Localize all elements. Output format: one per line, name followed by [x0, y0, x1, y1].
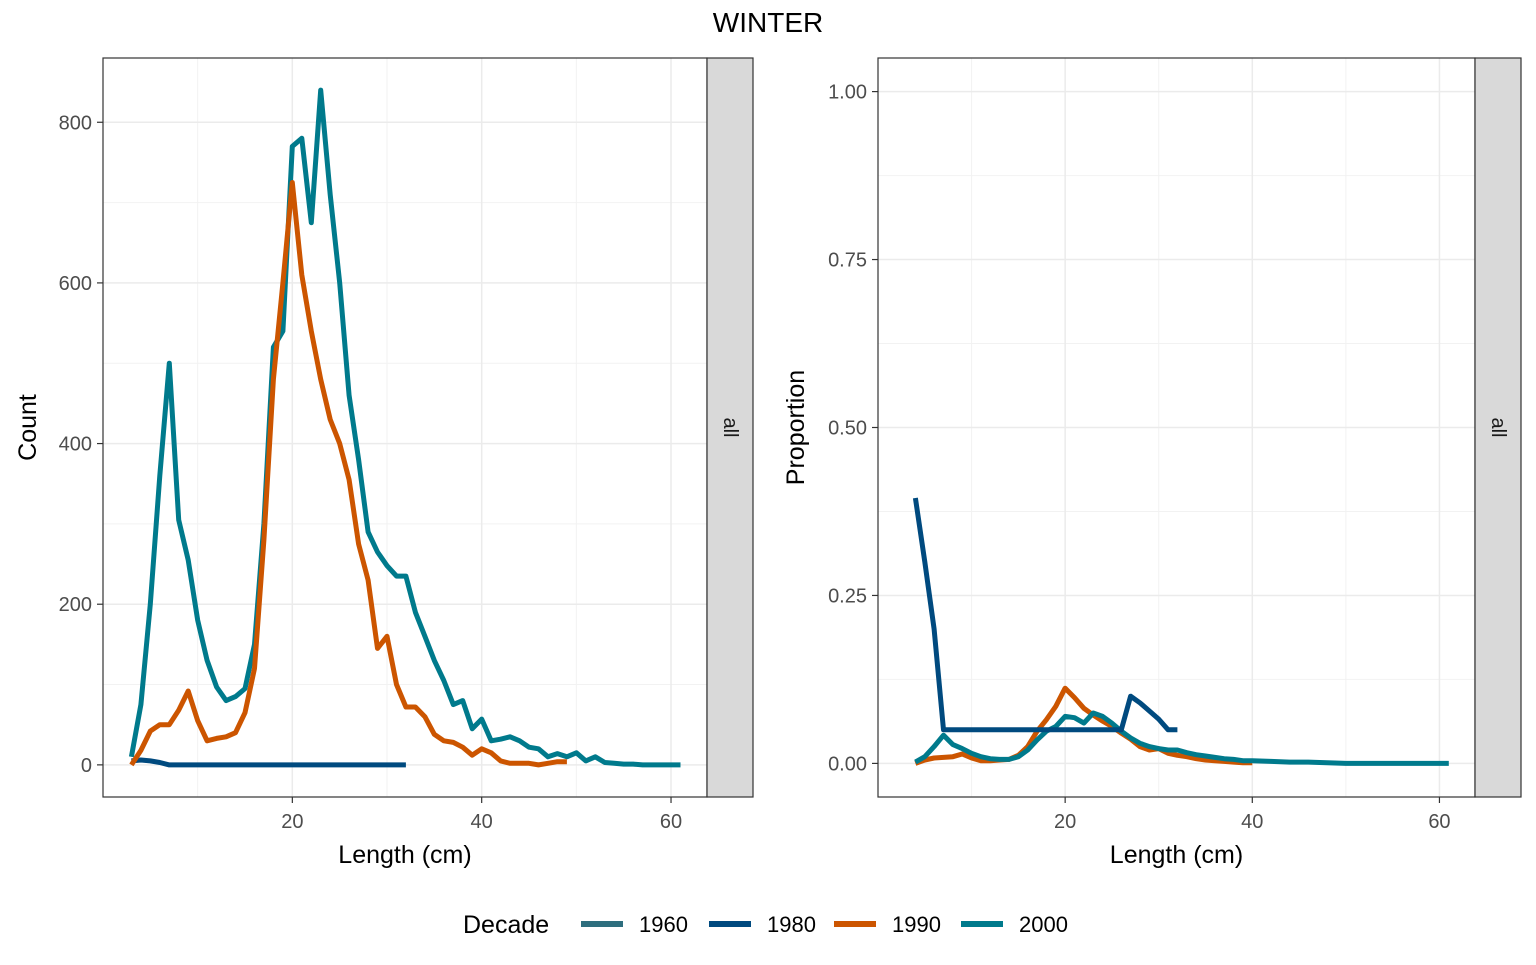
chart-title: WINTER: [713, 7, 823, 38]
facet-strip-label: all: [719, 417, 741, 437]
y-tick-label: 0: [81, 755, 92, 777]
y-tick-label: 1.00: [828, 82, 867, 104]
y-axis-title: Proportion: [782, 370, 810, 485]
y-tick-label: 800: [59, 112, 92, 134]
facet-strip-label: all: [1487, 417, 1509, 437]
x-tick-label: 60: [1428, 811, 1450, 833]
facet-strip: [1474, 57, 1522, 798]
x-tick-label: 60: [660, 811, 682, 833]
legend-title: Decade: [463, 911, 549, 939]
legend-label-1960: 1960: [639, 912, 688, 937]
series-line-1980: [131, 757, 406, 768]
legend-label-2000: 2000: [1019, 912, 1068, 937]
x-axis-title: Length (cm): [338, 841, 471, 869]
x-tick-label: 40: [1241, 811, 1263, 833]
series-line-2000: [128, 87, 681, 768]
y-tick-label: 0.00: [828, 753, 867, 775]
legend-label-1980: 1980: [767, 912, 816, 937]
x-tick-label: 20: [281, 811, 303, 833]
series-line-1990: [129, 180, 567, 768]
series-line-1980: [912, 497, 1178, 733]
legend-label-1990: 1990: [892, 912, 941, 937]
y-tick-label: 0.50: [828, 418, 867, 440]
x-tick-label: 20: [1054, 811, 1076, 833]
x-tick-label: 40: [471, 811, 493, 833]
panel-border: [102, 57, 708, 798]
y-tick-label: 0.25: [828, 585, 867, 607]
y-axis-title: Count: [14, 394, 42, 461]
series-line-1990: [914, 685, 1253, 766]
y-tick-label: 600: [59, 273, 92, 295]
facet-strip: [706, 57, 754, 798]
y-tick-label: 0.75: [828, 250, 867, 272]
y-tick-label: 200: [59, 594, 92, 616]
x-axis-title: Length (cm): [1110, 841, 1243, 869]
series-line-2000: [914, 710, 1449, 766]
y-tick-label: 400: [59, 434, 92, 456]
